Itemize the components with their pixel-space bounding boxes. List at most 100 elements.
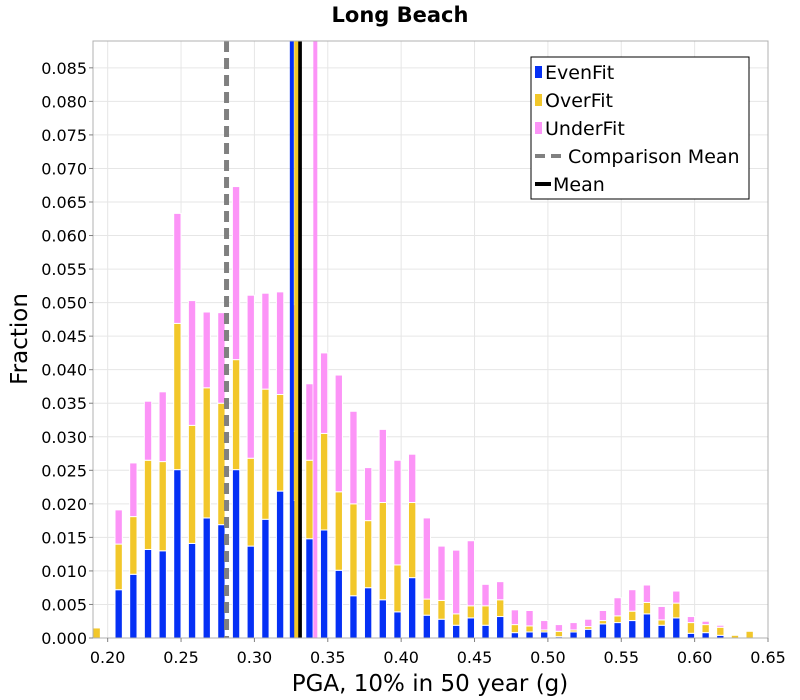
bar-evenfit-78 (672, 617, 681, 639)
bar-overfit-58 (525, 625, 534, 633)
bar-underfit-28 (305, 383, 314, 461)
bar-underfit-54 (496, 581, 505, 601)
y-tick-label-10: 0.050 (41, 294, 87, 313)
y-tick-label-11: 0.055 (41, 260, 87, 279)
legend-swatch-evenfit (535, 66, 542, 78)
bar-overfit-2 (114, 543, 123, 591)
legend-label-comparison-mean: Comparison Mean (568, 146, 740, 168)
legend-label-underfit: UnderFit (545, 118, 625, 140)
y-tick-label-4: 0.020 (41, 495, 87, 514)
bar-overfit-52 (481, 605, 490, 626)
bar-evenfit-14 (202, 517, 211, 639)
bar-evenfit-72 (628, 620, 637, 639)
bar-evenfit-50 (466, 617, 476, 639)
bar-overfit-12 (187, 424, 197, 544)
bar-overfit-80 (686, 622, 696, 634)
bar-overfit-42 (407, 502, 417, 579)
bar-overfit-82 (701, 624, 710, 634)
y-tick-label-8: 0.040 (41, 361, 87, 380)
bar-evenfit-30 (319, 529, 329, 639)
y-tick-label-7: 0.035 (41, 394, 87, 413)
bar-underfit-72 (628, 589, 637, 612)
y-tick-label-6: 0.030 (41, 428, 87, 447)
legend-label-mean: Mean (553, 174, 605, 196)
y-tick-label-9: 0.045 (41, 327, 87, 346)
bar-evenfit-74 (642, 613, 652, 639)
bar-evenfit-32 (334, 569, 343, 639)
bar-underfit-70 (613, 597, 622, 617)
bar-overfit-14 (202, 387, 211, 519)
bar-evenfit-22 (261, 518, 270, 639)
x-tick-label-5: 0.45 (457, 648, 493, 667)
bar-underfit-20 (246, 294, 255, 459)
y-tick-label-12: 0.060 (41, 227, 87, 246)
bar-underfit-42 (407, 453, 417, 504)
x-tick-label-3: 0.35 (310, 648, 346, 667)
bar-overfit-68 (598, 620, 608, 625)
bar-evenfit-20 (246, 545, 255, 639)
bar-underfit-66 (584, 618, 593, 628)
bar-overfit-24 (275, 394, 285, 492)
bar-evenfit-38 (378, 599, 387, 639)
bar-evenfit-16 (217, 524, 226, 639)
bar-evenfit-80 (686, 632, 696, 639)
bar-overfit-44 (422, 598, 432, 616)
bar-overfit-0 (92, 627, 101, 639)
plot-frame (92, 40, 769, 639)
y-tick-label-16: 0.080 (41, 92, 87, 111)
bar-evenfit-40 (393, 611, 402, 639)
x-tick-label-7: 0.55 (603, 648, 639, 667)
bar-overfit-28 (305, 459, 314, 540)
bar-underfit-6 (143, 400, 153, 461)
bar-evenfit-54 (496, 616, 505, 639)
y-tick-label-13: 0.065 (41, 193, 87, 212)
x-tick-label-9: 0.65 (750, 648, 786, 667)
bar-underfit-30 (319, 352, 329, 434)
bar-evenfit-42 (407, 577, 417, 639)
y-axis-ticks: 0.000 0.005 0.010 0.015 0.020 0.025 0.030 0.035… (41, 59, 93, 648)
bar-evenfit-44 (422, 614, 432, 639)
y-tick-label-5: 0.025 (41, 461, 87, 480)
bar-underfit-12 (187, 300, 197, 426)
bars (92, 186, 754, 639)
bar-evenfit-8 (158, 550, 167, 639)
bar-evenfit-12 (187, 542, 197, 639)
bar-overfit-76 (657, 619, 666, 626)
y-tick-label-1: 0.005 (41, 595, 87, 614)
bar-evenfit-10 (173, 469, 182, 639)
bar-underfit-36 (363, 467, 373, 522)
bar-underfit-52 (481, 583, 490, 607)
bar-underfit-80 (686, 616, 696, 624)
bar-underfit-32 (334, 374, 343, 493)
bar-evenfit-82 (701, 632, 710, 639)
bar-overfit-72 (628, 610, 637, 622)
bar-underfit-24 (275, 291, 285, 396)
bar-underfit-8 (158, 391, 167, 463)
bar-overfit-84 (716, 626, 725, 636)
bar-evenfit-2 (114, 589, 123, 639)
legend-swatch-underfit (535, 122, 542, 134)
x-tick-label-6: 0.50 (530, 648, 566, 667)
bar-underfit-2 (114, 509, 123, 545)
bar-underfit-84 (716, 624, 725, 628)
bar-overfit-78 (672, 602, 681, 619)
bar-evenfit-34 (349, 595, 358, 639)
x-tick-label-8: 0.60 (677, 648, 713, 667)
bar-evenfit-64 (569, 631, 578, 639)
bar-evenfit-46 (437, 618, 446, 639)
bar-overfit-30 (319, 432, 329, 531)
bar-underfit-64 (569, 622, 578, 631)
bar-evenfit-56 (510, 632, 520, 639)
legend-swatch-overfit (535, 94, 542, 106)
bar-overfit-32 (334, 491, 343, 571)
x-axis-ticks: 0.20 0.25 0.30 0.35 0.40 0.45 0.50 0.55 0.60 0.65 (90, 638, 786, 667)
bar-overfit-6 (143, 459, 153, 550)
bar-overfit-36 (363, 520, 373, 589)
bar-evenfit-28 (305, 538, 314, 639)
bar-underfit-18 (231, 186, 241, 361)
bar-underfit-62 (554, 624, 564, 632)
bar-underfit-44 (422, 517, 432, 600)
bar-underfit-14 (202, 311, 211, 389)
bar-evenfit-18 (231, 469, 241, 639)
